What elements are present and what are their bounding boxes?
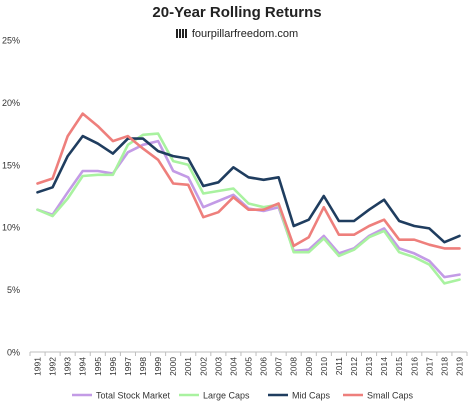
x-tick-label: 2017 [424, 357, 434, 376]
x-tick-label: 1993 [63, 357, 73, 376]
x-tick-label: 2003 [213, 357, 223, 376]
series-line-mid-caps [36, 134, 461, 244]
x-tick-label: 1995 [93, 357, 103, 376]
logo-pillars-icon [175, 29, 188, 41]
x-tick-label: 2008 [289, 357, 299, 376]
x-tick-label: 2011 [334, 357, 344, 376]
x-tick-label: 2015 [394, 357, 404, 376]
y-tick-label: 5% [7, 285, 20, 295]
legend-label: Small Caps [367, 391, 414, 401]
x-tick-label: 2009 [304, 357, 314, 376]
y-tick-label: 20% [2, 98, 20, 108]
x-tick-label: 2001 [183, 357, 193, 376]
x-tick-label: 1992 [48, 357, 58, 376]
y-tick-label: 10% [2, 223, 20, 233]
x-tick-label: 2019 [454, 357, 464, 376]
x-tick-label: 2012 [349, 357, 359, 376]
legend-label: Total Stock Market [96, 391, 171, 401]
x-tick-label: 1999 [153, 357, 163, 376]
x-tick-label: 1996 [108, 357, 118, 376]
x-tick-label: 1991 [33, 357, 43, 376]
x-axis-ticks: 1991 1992 1993 1994 1995 1996 1997 1998 1999 2000… [29, 352, 468, 376]
x-tick-label: 2006 [259, 357, 269, 376]
x-tick-label: 2010 [319, 357, 329, 376]
subtitle-text: fourpillarfreedom.com [191, 28, 299, 40]
y-tick-label: 0% [7, 348, 20, 358]
legend-label: Mid Caps [292, 391, 331, 401]
x-tick-label: 2004 [228, 357, 238, 376]
y-tick-label: 15% [2, 160, 20, 170]
legend-label: Large Caps [203, 391, 250, 401]
x-tick-label: 2013 [364, 357, 374, 376]
x-tick-label: 2018 [439, 357, 449, 376]
x-tick-label: 2000 [168, 357, 178, 376]
chart-subtitle: fourpillarfreedom.com [0, 28, 474, 41]
chart-title: 20-Year Rolling Returns [152, 4, 322, 21]
series-line-small-caps [36, 112, 461, 250]
series-line-large-caps [36, 132, 461, 285]
x-tick-label: 1998 [138, 357, 148, 376]
legend: Total Stock Market Large Caps Mid Caps Smal… [72, 391, 414, 401]
x-tick-label: 1994 [78, 357, 88, 376]
x-tick-label: 2005 [244, 357, 254, 376]
x-tick-label: 2002 [198, 357, 208, 376]
x-tick-label: 2016 [409, 357, 419, 376]
y-tick-label: 25% [2, 36, 20, 46]
x-tick-label: 1997 [123, 357, 133, 376]
series-lines [36, 112, 461, 285]
y-axis-ticks: 0% 5% 10% 15% 20% 25% [2, 36, 20, 358]
x-tick-label: 2007 [274, 357, 284, 376]
x-tick-label: 2014 [379, 357, 389, 376]
